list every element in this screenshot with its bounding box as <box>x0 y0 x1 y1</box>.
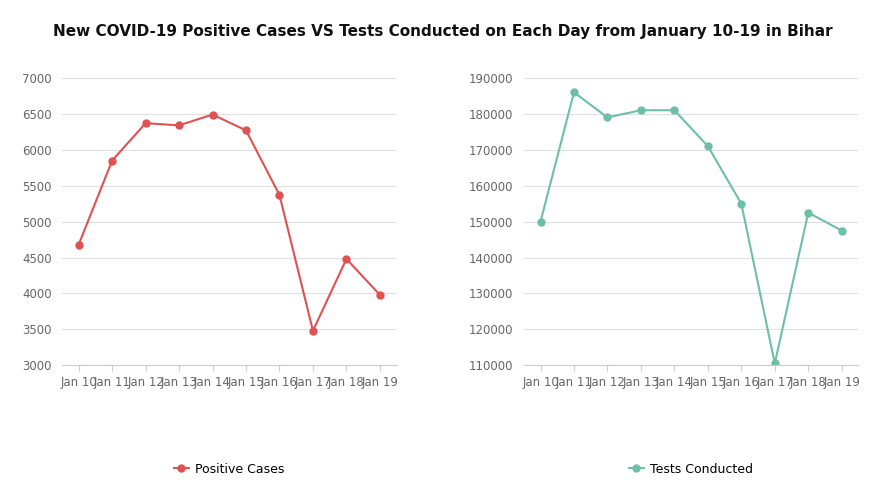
Legend: Positive Cases: Positive Cases <box>169 458 289 481</box>
Text: New COVID-19 Positive Cases VS Tests Conducted on Each Day from January 10-19 in: New COVID-19 Positive Cases VS Tests Con… <box>53 24 832 39</box>
Legend: Tests Conducted: Tests Conducted <box>624 458 758 481</box>
